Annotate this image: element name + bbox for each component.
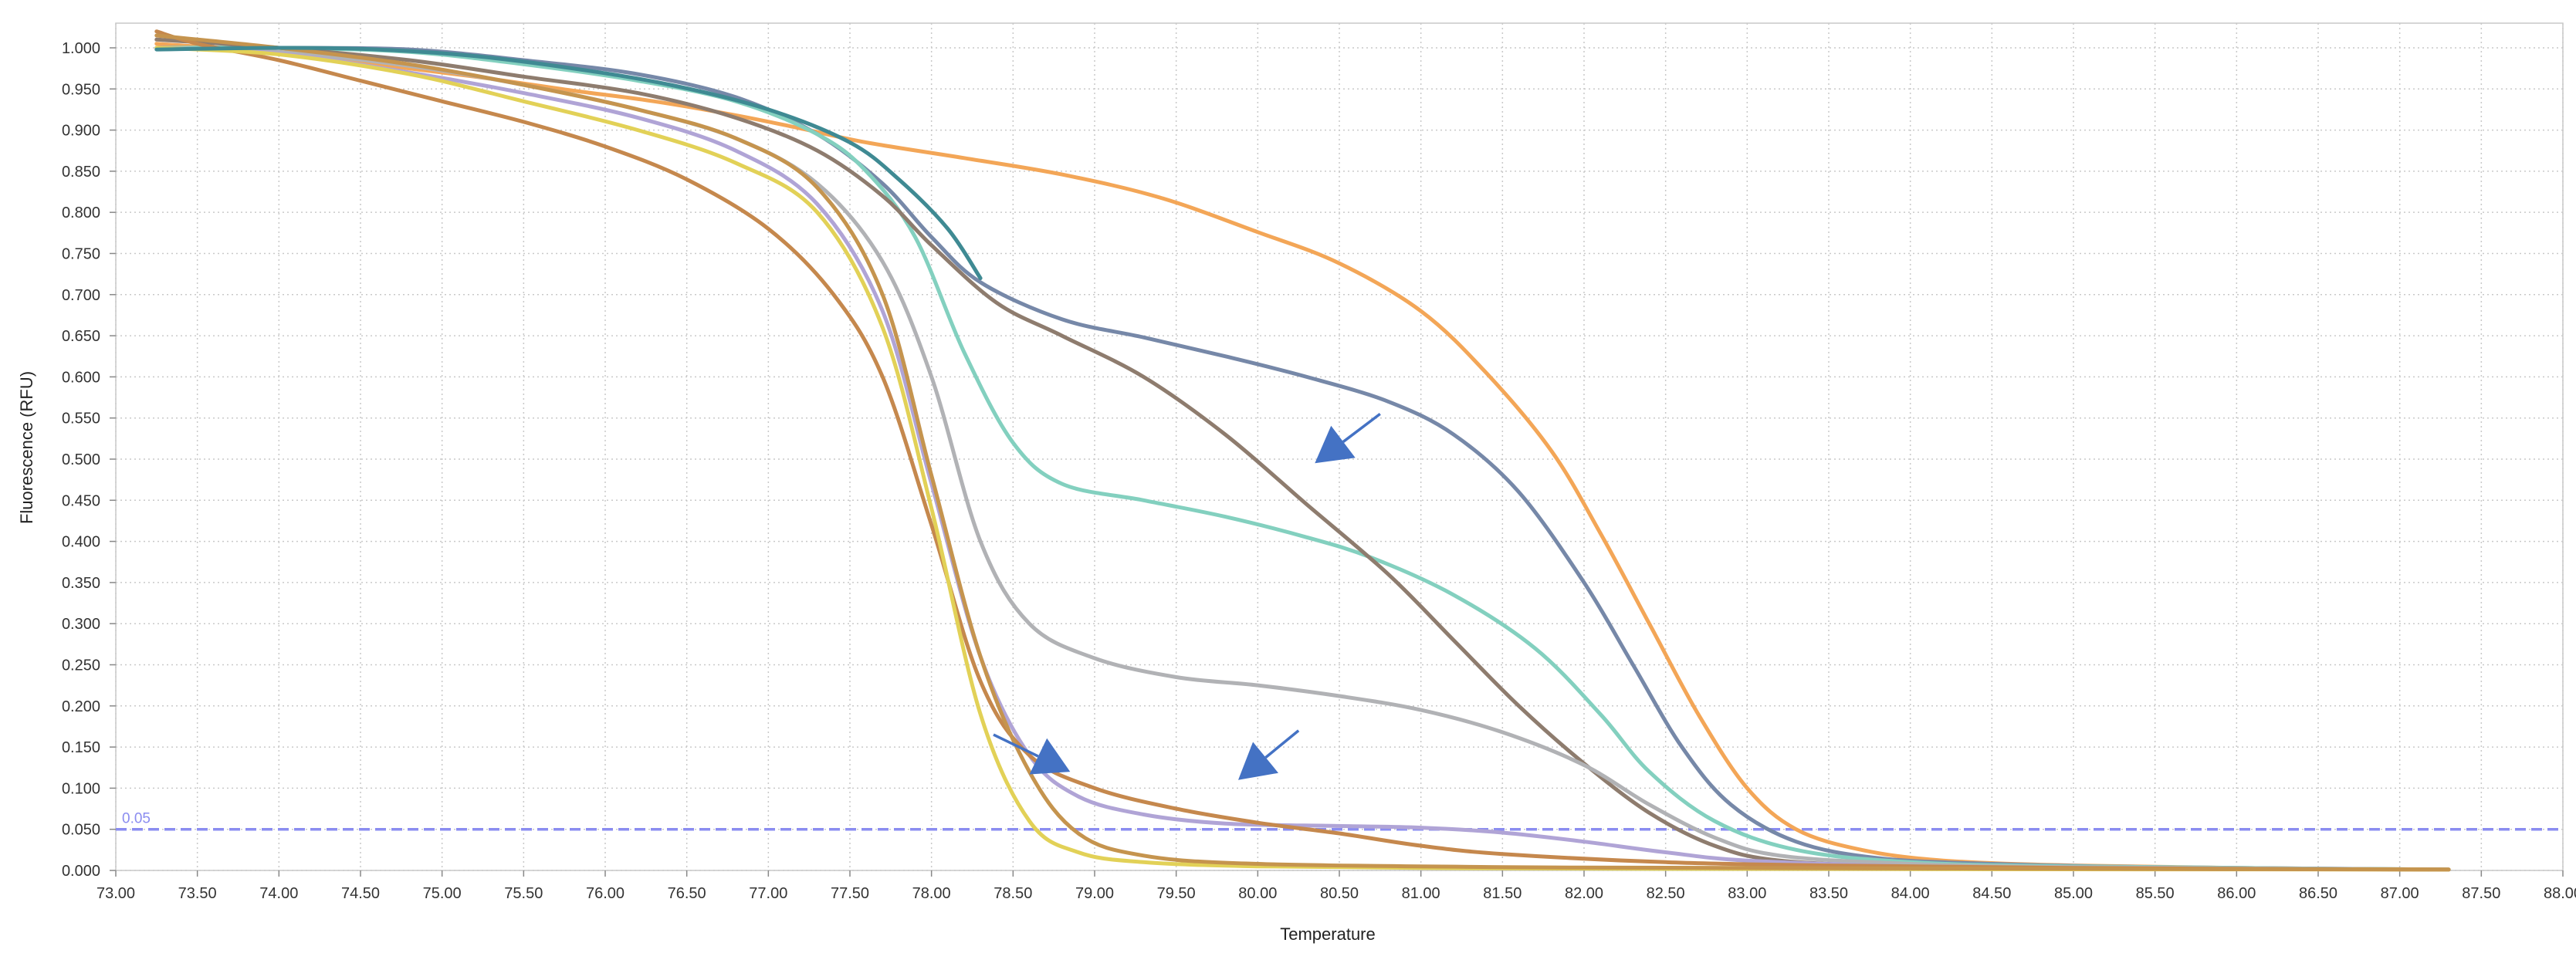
y-tick-label: 0.050	[62, 822, 100, 839]
x-tick-label: 83.00	[1728, 885, 1766, 902]
melt-curve-6	[154, 46, 2451, 872]
y-tick-label: 0.400	[62, 534, 100, 551]
y-tick-label: 0.600	[62, 369, 100, 386]
y-tick-label: 0.100	[62, 780, 100, 797]
x-tick-label: 80.00	[1238, 885, 1277, 902]
x-tick-label: 86.50	[2299, 885, 2337, 902]
melt-curves	[154, 29, 2451, 872]
arrow-shaft	[993, 733, 1039, 758]
melt-curve-2	[154, 46, 2451, 872]
x-tick-label: 82.50	[1647, 885, 1685, 902]
x-tick-label: 87.00	[2381, 885, 2419, 902]
y-tick-label: 0.850	[62, 164, 100, 181]
x-tick-label: 86.00	[2217, 885, 2256, 902]
y-tick-label: 0.300	[62, 616, 100, 633]
x-tick-label: 83.50	[1809, 885, 1848, 902]
y-tick-label: 0.500	[62, 451, 100, 468]
x-axis-title: Temperature	[1280, 924, 1376, 944]
arrow-head	[1315, 425, 1356, 464]
x-tick-label: 74.50	[341, 885, 380, 902]
y-tick-label: 0.550	[62, 411, 100, 427]
x-tick-label: 75.00	[423, 885, 462, 902]
x-tick-label: 75.50	[504, 885, 543, 902]
y-tick-label: 0.250	[62, 657, 100, 674]
x-tick-label: 85.50	[2136, 885, 2175, 902]
x-tick-label: 74.00	[259, 885, 298, 902]
annotation-arrow-2	[993, 733, 1071, 775]
y-tick-label: 0.450	[62, 492, 100, 509]
threshold-line: 0.05	[116, 811, 2563, 831]
y-tick-label: 0.750	[62, 245, 100, 262]
annotation-arrow-1	[1315, 412, 1381, 464]
x-tick-label: 80.50	[1320, 885, 1359, 902]
y-tick-label: 0.350	[62, 575, 100, 592]
y-axis-title: Fluorescence (RFU)	[17, 371, 36, 524]
x-tick-label: 76.00	[586, 885, 625, 902]
x-tick-label: 85.00	[2054, 885, 2093, 902]
y-tick-label: 0.700	[62, 287, 100, 304]
x-tick-label: 73.00	[96, 885, 135, 902]
y-tick-label: 0.800	[62, 204, 100, 221]
x-tick-label: 78.00	[912, 885, 951, 902]
y-tick-label: 0.200	[62, 698, 100, 715]
x-tick-label: 81.00	[1402, 885, 1440, 902]
arrow-head	[1238, 742, 1278, 780]
x-tick-label: 81.50	[1483, 885, 1522, 902]
melt-curve-7	[154, 29, 2451, 872]
y-tick-label: 0.150	[62, 739, 100, 756]
x-tick-label: 77.00	[749, 885, 787, 902]
x-tick-label: 79.50	[1157, 885, 1196, 902]
melt-curve-9	[154, 33, 2451, 872]
melt-curve-3	[154, 46, 2451, 872]
x-tick-label: 87.50	[2462, 885, 2500, 902]
annotation-arrow-3	[1238, 729, 1300, 780]
x-tick-label: 78.50	[994, 885, 1032, 902]
y-tick-label: 0.650	[62, 328, 100, 345]
x-tick-label: 79.00	[1075, 885, 1114, 902]
melt-curve-10	[154, 46, 983, 280]
melt-curve-1	[154, 42, 2451, 872]
arrow-head	[1029, 738, 1071, 775]
y-tick-label: 1.000	[62, 40, 100, 57]
y-tick-label: 0.950	[62, 81, 100, 98]
y-tick-label: 0.900	[62, 123, 100, 140]
x-tick-label: 84.00	[1891, 885, 1930, 902]
y-tick-label: 0.000	[62, 863, 100, 880]
threshold-label: 0.05	[122, 811, 151, 827]
grid-lines	[115, 22, 2564, 871]
x-tick-label: 77.50	[831, 885, 869, 902]
arrow-shaft	[1264, 729, 1300, 759]
axes: 73.00 73.50 74.00 74.50 75.00 75.50 76.00 76.50…	[62, 40, 2576, 902]
x-tick-label: 73.50	[178, 885, 217, 902]
arrow-annotations	[993, 412, 1381, 780]
x-tick-label: 76.50	[668, 885, 706, 902]
arrow-shaft	[1342, 412, 1381, 443]
x-tick-label: 84.50	[1972, 885, 2011, 902]
x-tick-label: 88.00	[2544, 885, 2576, 902]
x-tick-label: 82.00	[1565, 885, 1603, 902]
